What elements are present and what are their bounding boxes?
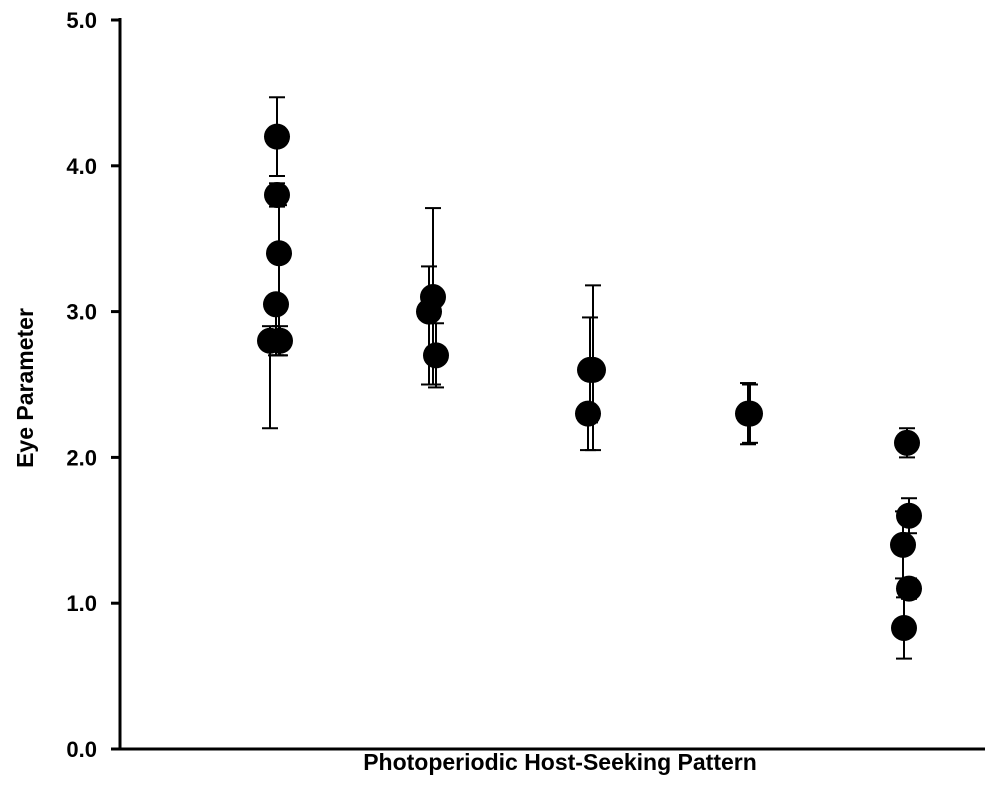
y-tick-label: 3.0 xyxy=(66,300,97,325)
data-point xyxy=(896,575,922,602)
data-point xyxy=(416,298,442,325)
data-points xyxy=(257,123,922,641)
data-point xyxy=(423,342,449,369)
data-point xyxy=(575,400,601,427)
y-tick-label: 2.0 xyxy=(66,445,97,470)
data-point xyxy=(264,181,290,208)
data-point xyxy=(267,327,293,354)
data-point xyxy=(264,123,290,150)
y-tick-label: 0.0 xyxy=(66,737,97,762)
y-tick-label: 1.0 xyxy=(66,591,97,616)
data-point xyxy=(263,291,289,318)
data-point xyxy=(896,502,922,529)
y-tick-label: 5.0 xyxy=(66,8,97,33)
data-point xyxy=(266,240,292,267)
axes xyxy=(118,18,985,751)
y-tick-label: 4.0 xyxy=(66,154,97,179)
data-point xyxy=(737,400,763,427)
y-axis-label: Eye Parameter xyxy=(12,308,38,468)
x-axis-label: Photoperiodic Host-Seeking Pattern xyxy=(363,749,757,775)
data-point xyxy=(890,531,916,558)
data-point xyxy=(894,429,920,456)
data-point xyxy=(577,356,603,383)
y-ticks: 0.0 1.0 2.0 3.0 4.0 5.0 xyxy=(66,8,120,762)
data-point xyxy=(891,614,917,641)
